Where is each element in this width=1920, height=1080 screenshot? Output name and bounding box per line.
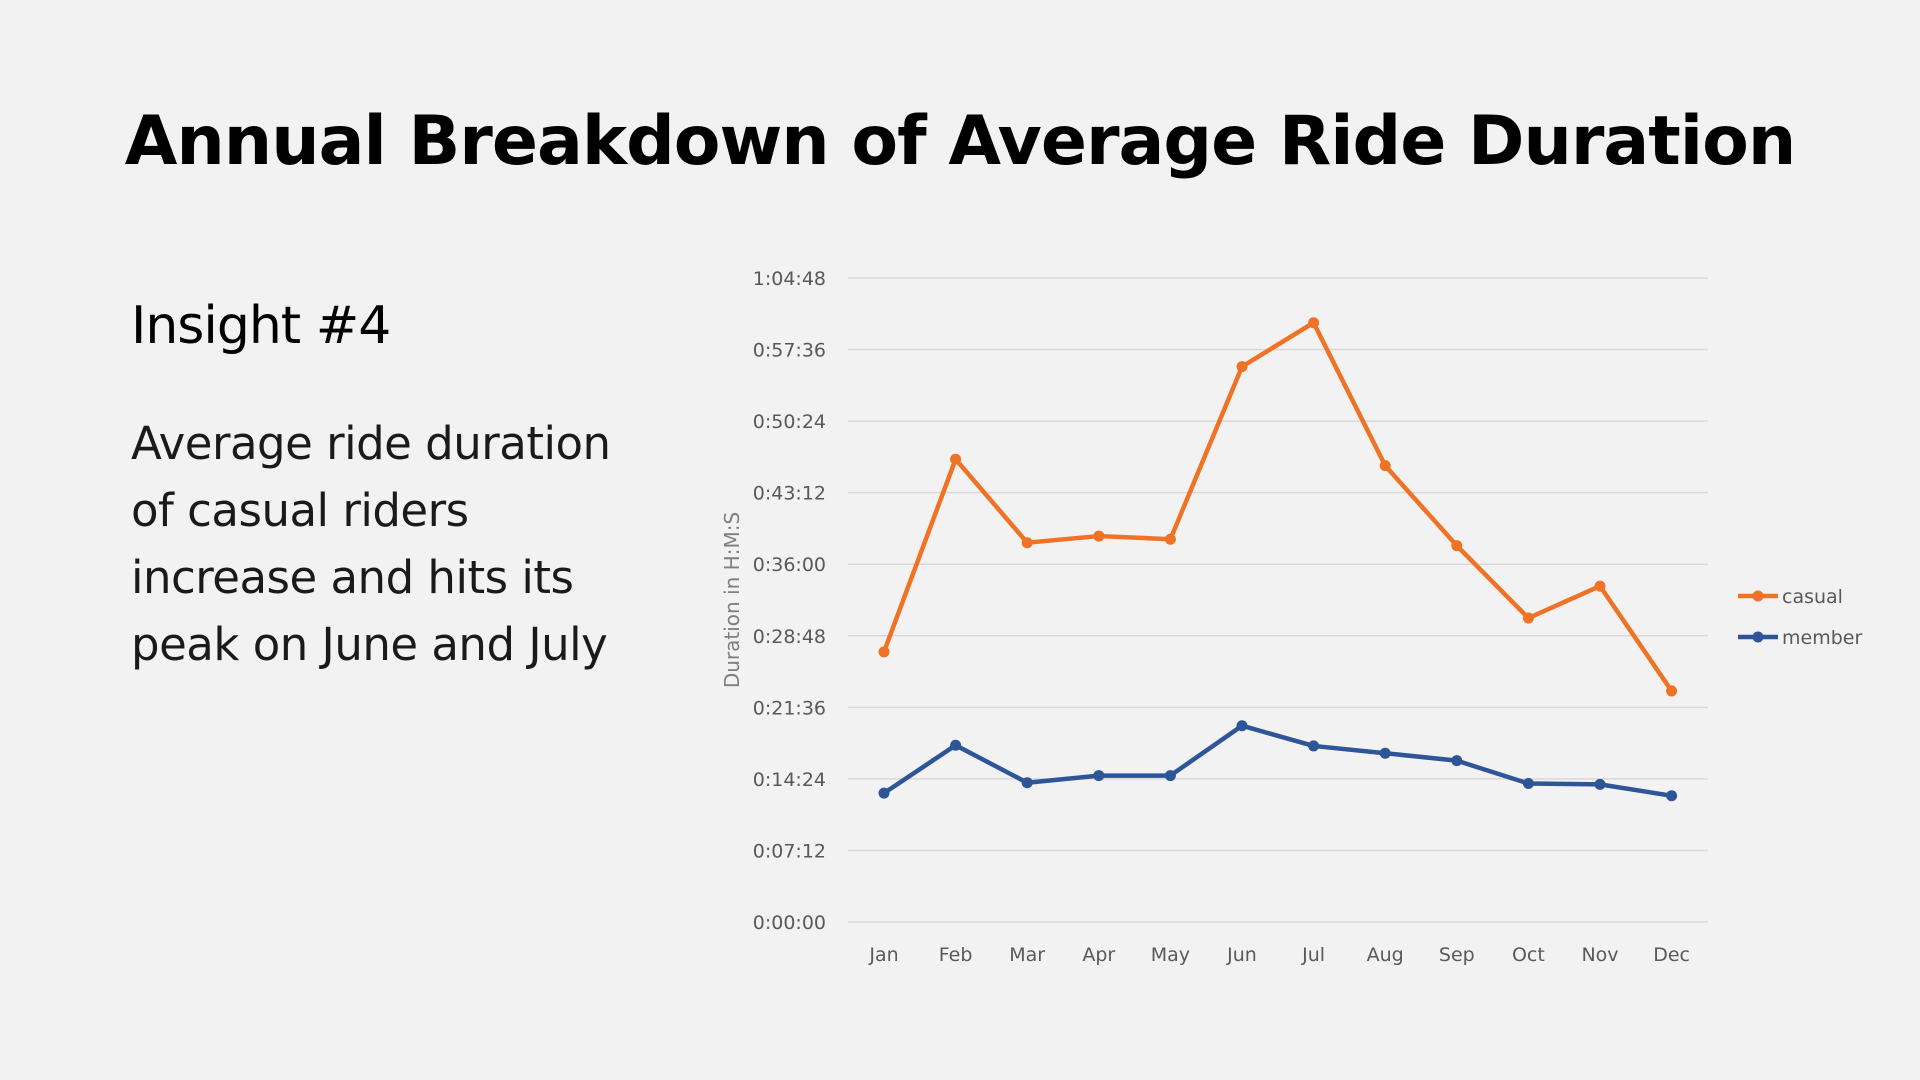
x-tick-label: May bbox=[1151, 944, 1190, 966]
gridlines bbox=[848, 277, 1708, 923]
x-tick-label: Sep bbox=[1439, 944, 1475, 966]
data-point-member bbox=[950, 739, 962, 751]
y-axis-ticks: 0:00:00 0:07:12 0:14:24 0:21:36 0:28:48 0:36:… bbox=[753, 268, 826, 934]
x-tick-label: Apr bbox=[1082, 944, 1115, 966]
data-point-casual bbox=[1164, 533, 1176, 545]
series bbox=[878, 317, 1678, 802]
data-point-casual bbox=[1666, 685, 1678, 697]
y-tick-label: 0:14:24 bbox=[753, 769, 826, 791]
data-point-casual bbox=[950, 453, 962, 465]
y-tick-label: 0:00:00 bbox=[753, 912, 826, 934]
data-point-casual bbox=[1093, 530, 1105, 542]
data-point-member bbox=[1594, 778, 1606, 790]
data-point-member bbox=[878, 787, 890, 799]
y-tick-label: 0:07:12 bbox=[753, 840, 826, 862]
data-point-member bbox=[1379, 747, 1391, 759]
x-tick-label: Jun bbox=[1226, 944, 1257, 966]
x-tick-label: Aug bbox=[1367, 944, 1404, 966]
y-tick-label: 0:57:36 bbox=[753, 340, 826, 362]
x-tick-label: Jan bbox=[868, 944, 898, 966]
x-tick-label: Mar bbox=[1009, 944, 1045, 966]
series-line-casual bbox=[881, 320, 1674, 694]
data-point-casual bbox=[1522, 612, 1534, 624]
legend-marker bbox=[1752, 590, 1764, 602]
legend-label: member bbox=[1782, 627, 1862, 649]
y-tick-label: 0:28:48 bbox=[753, 626, 826, 648]
data-point-casual bbox=[1021, 537, 1033, 549]
data-point-member bbox=[1308, 740, 1320, 752]
y-tick-label: 0:50:24 bbox=[753, 411, 826, 433]
x-tick-label: Feb bbox=[939, 944, 973, 966]
x-tick-label: Dec bbox=[1653, 944, 1690, 966]
y-axis-label: Duration in H:M:S bbox=[720, 512, 744, 688]
series-member bbox=[878, 720, 1678, 802]
data-point-member bbox=[1451, 755, 1463, 767]
x-tick-label: Oct bbox=[1512, 944, 1545, 966]
legend-item-member: member bbox=[1738, 627, 1862, 649]
series-line-member bbox=[881, 723, 1674, 799]
series-casual bbox=[878, 317, 1678, 697]
insight-heading: Insight #4 bbox=[131, 296, 391, 356]
data-point-member bbox=[1093, 770, 1105, 782]
legend-label: casual bbox=[1782, 586, 1843, 608]
data-point-casual bbox=[1308, 317, 1320, 329]
y-tick-label: 0:36:00 bbox=[753, 554, 826, 576]
data-point-casual bbox=[1379, 460, 1391, 472]
legend-marker bbox=[1752, 631, 1764, 643]
insight-body: Average ride duration of casual riders i… bbox=[131, 417, 611, 671]
data-point-member bbox=[1236, 720, 1248, 732]
y-tick-label: 0:21:36 bbox=[753, 697, 826, 719]
x-tick-label: Jul bbox=[1301, 944, 1325, 966]
x-tick-label: Nov bbox=[1581, 944, 1618, 966]
data-point-casual bbox=[1594, 580, 1606, 592]
y-tick-label: 0:43:12 bbox=[753, 483, 826, 505]
data-point-member bbox=[1021, 777, 1033, 789]
x-axis-ticks: Jan Feb Mar Apr May Jun Jul Aug Sep Oct Nov Dec bbox=[868, 944, 1690, 966]
y-tick-label: 1:04:48 bbox=[753, 268, 826, 290]
data-point-casual bbox=[1236, 361, 1248, 373]
legend: casual member bbox=[1738, 586, 1862, 649]
data-point-member bbox=[1666, 790, 1678, 802]
data-point-member bbox=[1522, 778, 1534, 790]
data-point-casual bbox=[1451, 540, 1463, 552]
data-point-casual bbox=[878, 646, 890, 658]
slide-title: Annual Breakdown of Average Ride Duratio… bbox=[124, 102, 1797, 181]
data-point-member bbox=[1164, 770, 1176, 782]
legend-item-casual: casual bbox=[1738, 586, 1843, 608]
